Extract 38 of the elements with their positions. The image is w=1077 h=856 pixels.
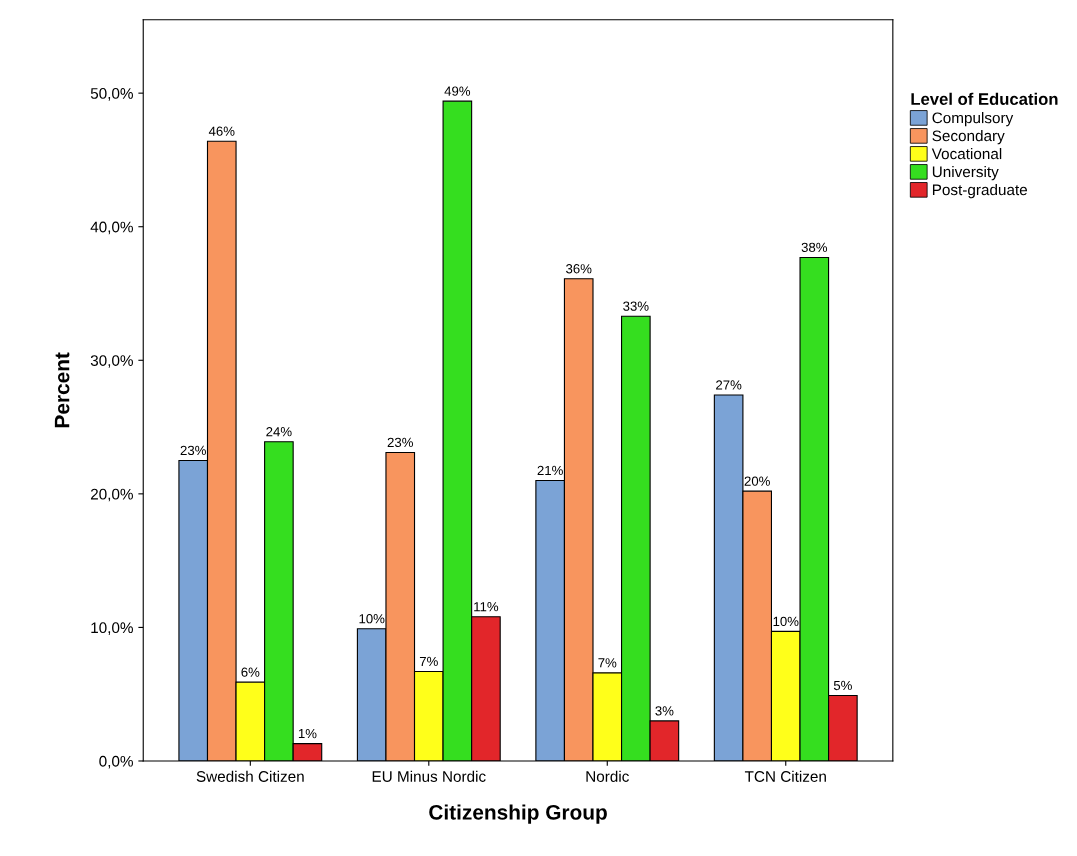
data-label: 7% [598,658,617,668]
data-label: 1% [298,728,317,739]
data-label: 3% [655,706,674,716]
data-label: 23% [387,437,413,448]
x-tick-label: Swedish Citizen [196,770,304,782]
legend-title: Level of Education [911,92,1058,105]
data-label: 27% [716,380,742,390]
y-tick-label: 0,0% [99,755,133,769]
legend-label: Compulsory [932,112,1014,127]
y-tick-label: 50,0% [90,88,133,101]
data-label: 11% [474,602,499,612]
x-tick-label: TCN Citizen [744,770,826,782]
data-label: 10% [359,614,385,624]
legend-label: Post-graduate [932,183,1028,199]
data-label: 20% [744,476,770,486]
data-label: 33% [623,301,649,311]
data-label: 5% [833,680,852,691]
y-tick-label: 40,0% [90,221,133,235]
data-label: 46% [208,126,235,136]
y-tick-label: 10,0% [91,622,133,635]
y-axis-title: Percent [54,352,70,428]
x-tick-label: EU Minus Nordic [372,770,486,782]
data-label: 7% [419,656,438,667]
y-tick-label: 20,0% [90,488,133,502]
data-label: 21% [537,465,563,476]
x-tick-label: Nordic [586,770,629,782]
legend-label: University [932,165,999,181]
data-label: 49% [444,86,471,96]
data-label: 24% [266,427,292,437]
data-label: 36% [566,264,592,274]
legend-label: Vocational [931,148,1002,160]
legend-label: Secondary [932,130,1005,145]
x-axis-title: Citizenship Group [429,804,607,824]
data-label: 23% [180,445,206,456]
data-label: 6% [241,667,260,677]
data-label: 10% [773,616,799,627]
y-tick-label: 30,0% [90,355,133,368]
data-label: 38% [801,242,828,253]
